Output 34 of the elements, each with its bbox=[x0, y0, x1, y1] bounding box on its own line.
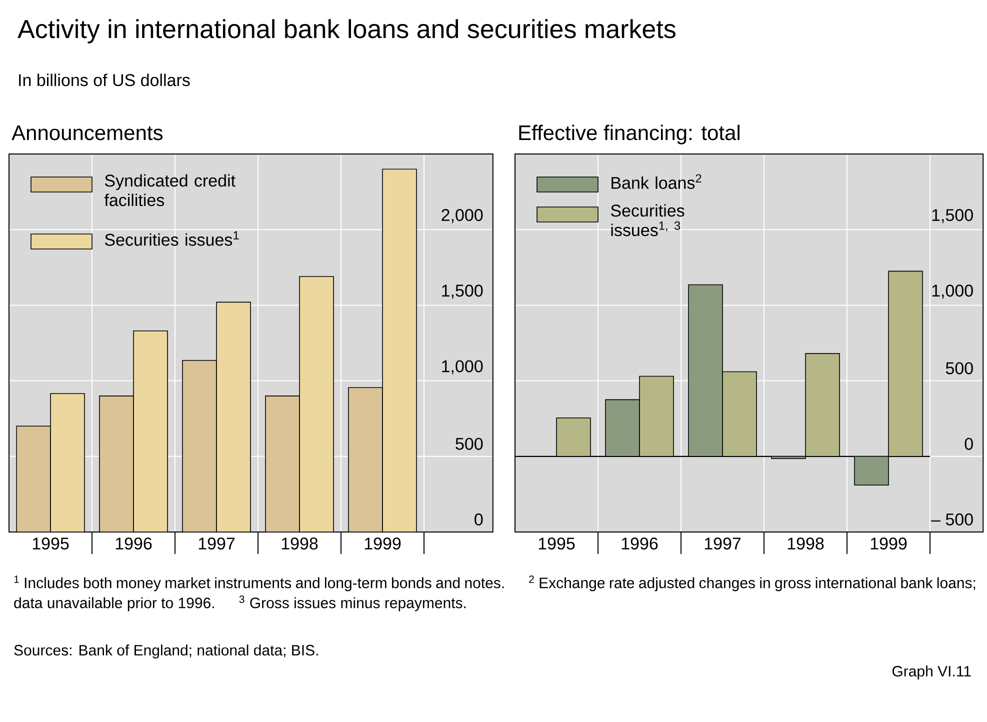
chart-title: Effective financing: total bbox=[519, 124, 740, 144]
text: $^{1}$ Includes both money market instruments and long-term bonds and notes. bbox=[14, 576, 504, 592]
text: $^{2}$ Exchange rate adjusted changes in gross international bank loans; bbox=[529, 576, 976, 592]
legend-label: Bank loans$^{2}$ bbox=[612, 174, 702, 189]
x-tick-label: 1998 bbox=[788, 538, 824, 550]
x-tick-label: 1995 bbox=[32, 538, 69, 550]
chart-title: Announcements bbox=[12, 126, 163, 140]
text: data unavailable prior to 1996. bbox=[14, 597, 214, 612]
text: Activity in international bank loans and securities markets bbox=[18, 19, 676, 44]
x-tick-label: 1995 bbox=[538, 538, 575, 550]
x-tick-label: 1998 bbox=[282, 538, 318, 550]
text: $^{3}$ Gross issues minus repayments. bbox=[239, 596, 466, 612]
y-tick-label: 500 bbox=[946, 362, 973, 374]
legend-label: Securities issues$^{1, 3}$ bbox=[610, 204, 684, 236]
source-note: Sources: Bank of England; national data; BIS. bbox=[14, 644, 318, 658]
y-tick-label: 0 bbox=[964, 438, 973, 450]
x-tick-label: 1999 bbox=[364, 538, 401, 550]
x-tick-label: 1996 bbox=[116, 538, 152, 550]
y-tick-label: – 500 bbox=[931, 513, 973, 526]
y-tick-label: 1,000 bbox=[442, 360, 483, 374]
text: In billions of US dollars bbox=[19, 74, 190, 86]
x-tick-label: 1996 bbox=[622, 538, 658, 550]
y-tick-label: 1,500 bbox=[932, 209, 973, 224]
y-tick-label: 0 bbox=[474, 513, 483, 526]
y-tick-label: 500 bbox=[456, 438, 483, 450]
x-tick-label: 1997 bbox=[704, 538, 741, 550]
legend-label: Securities issues$^{1}$ bbox=[104, 231, 239, 246]
text: Graph VI.11 bbox=[892, 666, 971, 680]
x-tick-label: 1999 bbox=[870, 538, 907, 550]
legend-label: Syndicated credit facilities bbox=[104, 174, 236, 206]
y-tick-label: 1,000 bbox=[932, 284, 973, 299]
x-tick-label: 1997 bbox=[198, 538, 235, 550]
y-tick-label: 2,000 bbox=[442, 209, 483, 224]
y-tick-label: 1,500 bbox=[442, 284, 483, 299]
